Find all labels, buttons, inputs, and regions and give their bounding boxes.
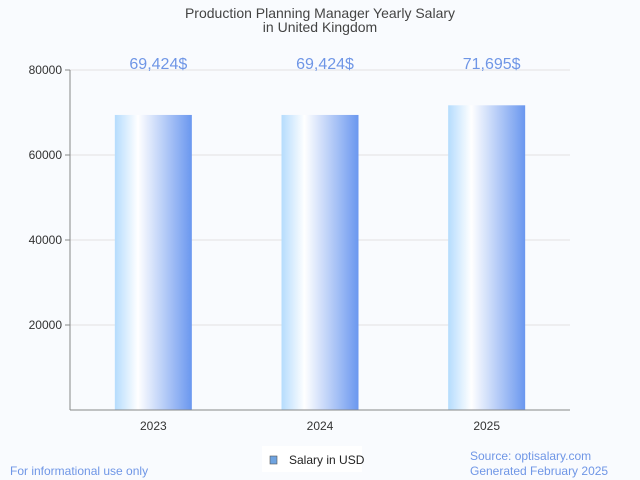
x-tick-label: 2023	[140, 419, 167, 433]
generated-text: Generated February 2025	[470, 464, 608, 478]
data-label: 69,424$	[296, 56, 354, 73]
chart-title-line2: in United Kingdom	[263, 19, 377, 35]
x-tick-label: 2024	[307, 419, 334, 433]
y-tick-label: 80000	[29, 63, 63, 77]
bar-2025	[448, 105, 526, 410]
bar-2024	[281, 114, 359, 410]
disclaimer-text: For informational use only	[10, 464, 148, 478]
data-label: 71,695$	[463, 56, 521, 73]
chart-title-line1: Production Planning Manager Yearly Salar…	[185, 5, 455, 21]
bar-2023	[114, 114, 192, 410]
y-tick-label: 40000	[29, 233, 63, 247]
y-tick-label: 20000	[29, 318, 63, 332]
x-tick-label: 2025	[473, 419, 500, 433]
legend-box	[262, 446, 362, 472]
source-text: Source: optisalary.com	[470, 449, 591, 463]
legend-swatch	[269, 455, 278, 465]
y-tick-label: 60000	[29, 148, 63, 162]
legend[interactable]: Salary in USD	[262, 446, 365, 472]
legend-label: Salary in USD	[289, 453, 365, 467]
data-label: 69,424$	[129, 56, 187, 73]
